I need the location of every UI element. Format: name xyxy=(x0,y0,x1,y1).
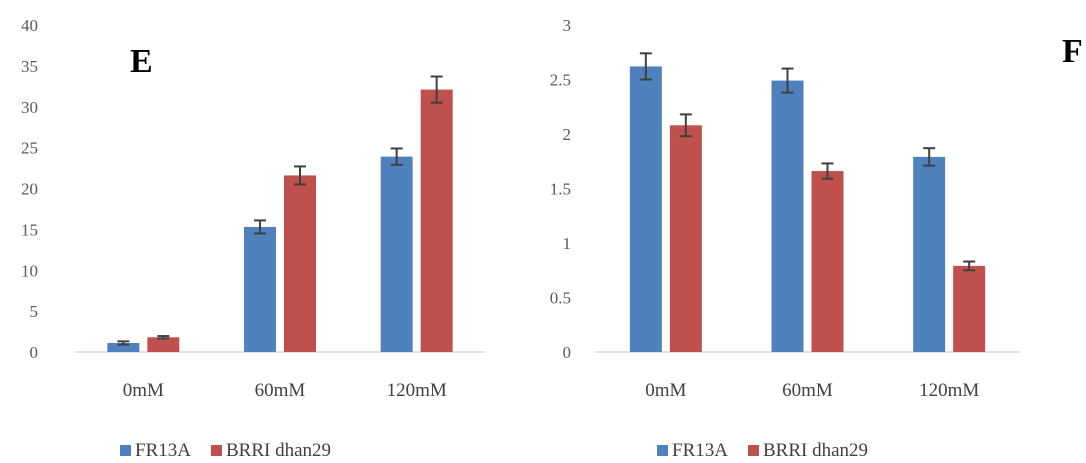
legend-label: BRRI dhan29 xyxy=(226,440,331,461)
y-tick-label: 40 xyxy=(21,16,38,35)
panel-label: E xyxy=(130,43,153,80)
x-category-label: 120mM xyxy=(919,380,979,401)
y-tick-label: 25 xyxy=(21,139,38,158)
legend-swatch xyxy=(657,445,668,456)
y-tick-label: 3 xyxy=(563,16,572,35)
bar xyxy=(771,80,804,352)
y-tick-label: 0 xyxy=(563,343,572,362)
legend-swatch xyxy=(120,445,131,456)
legend-label: BRRI dhan29 xyxy=(763,440,868,461)
legend-swatch xyxy=(210,445,222,456)
bar xyxy=(244,226,276,352)
y-tick-label: 0.5 xyxy=(550,289,571,308)
y-tick-label: 5 xyxy=(30,302,39,321)
bar xyxy=(107,343,140,352)
x-category-label: 60mM xyxy=(255,380,306,401)
bar xyxy=(953,265,986,352)
x-category-label: 60mM xyxy=(782,380,833,401)
bar xyxy=(669,125,702,352)
y-tick-label: 2 xyxy=(563,125,572,144)
x-category-label: 120mM xyxy=(387,380,447,401)
y-tick-label: 2.5 xyxy=(550,71,571,90)
y-tick-label: 30 xyxy=(21,98,38,117)
bar xyxy=(811,171,844,352)
bar xyxy=(629,66,662,353)
bar xyxy=(420,89,453,353)
bar xyxy=(913,156,946,352)
y-tick-label: 0 xyxy=(30,343,39,362)
panel-label: F xyxy=(1062,33,1083,70)
y-tick-label: 1.5 xyxy=(550,180,571,199)
legend-label: FR13A xyxy=(135,440,191,461)
x-category-label: 0mM xyxy=(645,380,686,401)
bar xyxy=(380,156,413,352)
legend-label: FR13A xyxy=(672,440,728,461)
y-tick-label: 1 xyxy=(563,234,572,253)
y-tick-label: 20 xyxy=(21,180,38,199)
bar xyxy=(147,337,180,352)
bar xyxy=(284,175,316,352)
legend-swatch xyxy=(747,445,759,456)
y-tick-label: 15 xyxy=(21,220,38,239)
x-category-label: 0mM xyxy=(123,380,164,401)
y-tick-label: 10 xyxy=(21,261,38,280)
y-tick-label: 35 xyxy=(21,57,38,76)
chart-panel-e: 0 5 10 15 20 25 30 35 40 0mM 60mM 120mM E FR13A BRRI d… xyxy=(21,16,485,461)
chart-panel-f: 0 0.5 1 1.5 2 2.5 3 0mM 60mM 120mM F FR13A BRRI dhan… xyxy=(550,16,1083,461)
